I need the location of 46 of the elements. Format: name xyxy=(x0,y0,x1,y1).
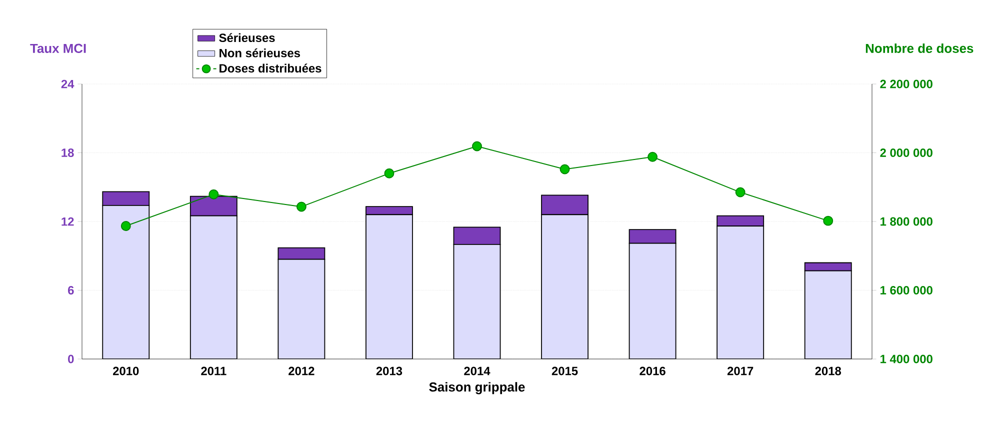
bar xyxy=(278,258,326,359)
y-tick-label: 18 xyxy=(62,148,74,157)
bar xyxy=(453,244,501,359)
x-tick-label: 2018 xyxy=(815,366,842,376)
legend-label: Non sérieuses xyxy=(220,48,300,58)
x-tick-label: 2014 xyxy=(464,366,490,376)
x-tick-label: 2011 xyxy=(201,366,226,376)
y-axis-title: Taux MCI xyxy=(30,44,86,53)
x-tick-label: 2016 xyxy=(640,366,666,376)
point xyxy=(120,220,131,231)
point xyxy=(296,202,306,212)
bar xyxy=(628,242,676,359)
legend-label: Doses distribuées xyxy=(220,64,322,73)
x-tick-label: 2012 xyxy=(288,366,314,376)
point xyxy=(208,189,219,200)
point xyxy=(823,216,834,226)
point xyxy=(472,141,482,152)
point xyxy=(648,152,658,162)
bar xyxy=(190,215,238,359)
bar xyxy=(366,214,413,359)
bar xyxy=(453,226,501,245)
y-tick-label: 0 xyxy=(68,354,74,364)
bar xyxy=(278,247,326,260)
y2-tick-label: 2 000 000 xyxy=(880,148,932,157)
y-tick-label: 24 xyxy=(61,80,74,88)
bar xyxy=(716,226,764,359)
bar xyxy=(541,214,588,359)
y-tick-label: 12 xyxy=(62,217,74,226)
y2-tick-label: 1 800 000 xyxy=(880,217,932,226)
bar xyxy=(628,229,676,244)
point xyxy=(560,164,570,174)
y2-tick-label: 1 600 000 xyxy=(880,286,932,294)
point xyxy=(735,187,746,198)
y2-tick-label: 2 200 000 xyxy=(880,80,932,88)
y-tick-label: 6 xyxy=(68,286,74,294)
x-tick-label: 2015 xyxy=(552,366,578,376)
legend-label: Sérieuses xyxy=(219,33,275,42)
bar xyxy=(804,270,852,359)
x-tick-label: 2010 xyxy=(113,366,139,376)
x-tick-label: 2017 xyxy=(727,366,754,376)
x-tick-label: 2013 xyxy=(376,366,402,376)
y2-tick-label: 1 400 000 xyxy=(880,354,932,364)
bar xyxy=(102,205,150,359)
x-axis-title: Saison grippale xyxy=(429,382,525,394)
point xyxy=(384,168,394,178)
y2-axis-title: Nombre de doses xyxy=(866,43,974,53)
